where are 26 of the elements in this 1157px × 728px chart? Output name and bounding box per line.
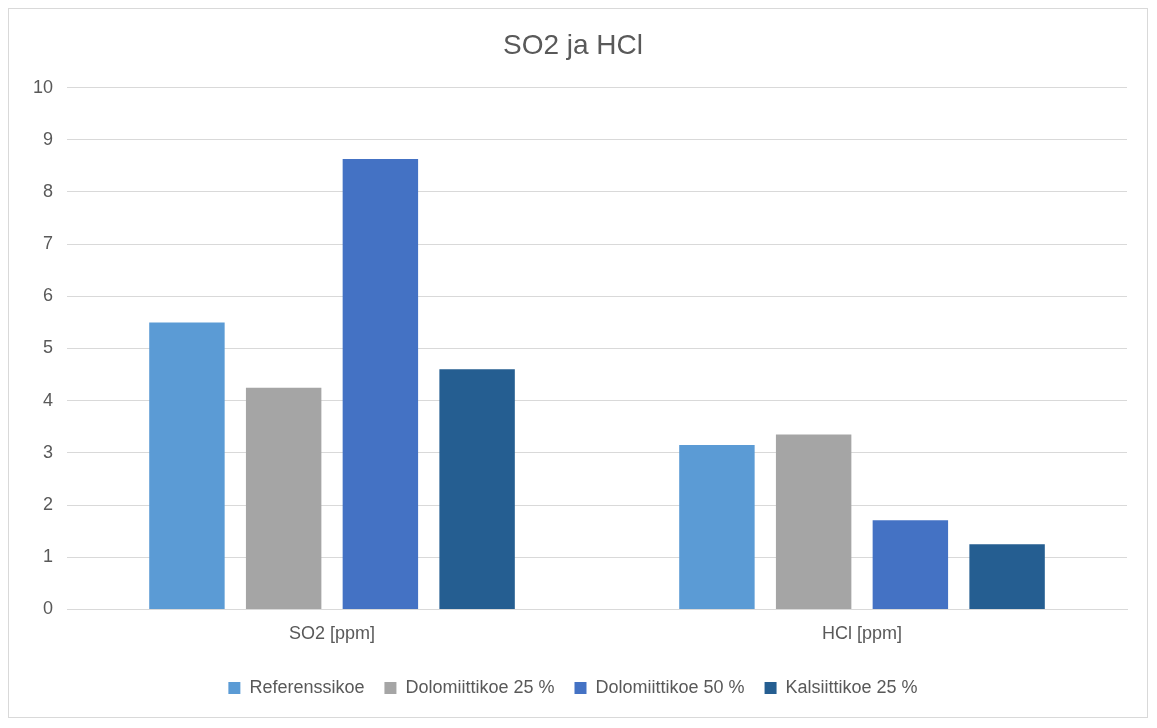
y-tick-label: 10: [32, 76, 54, 97]
chart-title: SO2 ja HCl: [502, 28, 644, 60]
y-tick-label: 0: [43, 598, 54, 619]
bar: [439, 369, 515, 609]
bar: [872, 520, 949, 609]
y-tick-label: 8: [43, 180, 54, 201]
y-tick-label: 3: [43, 441, 54, 462]
y-tick-label: 5: [43, 337, 54, 358]
bar: [969, 544, 1045, 609]
legend-label: Kalsiittikoe 25 %: [785, 676, 918, 697]
bar: [775, 434, 852, 609]
legend-label: Referenssikoe: [249, 676, 365, 697]
x-tick-label: SO2 [ppm]: [288, 623, 376, 644]
y-tick-label: 6: [43, 285, 54, 306]
y-tick-label: 9: [43, 128, 54, 149]
bar: [245, 387, 322, 609]
bar: [679, 445, 755, 609]
legend-label: Dolomiittikoe 50 %: [595, 676, 745, 697]
bar: [149, 322, 225, 609]
y-tick-label: 2: [43, 494, 54, 515]
x-tick-label: HCl [ppm]: [822, 623, 903, 644]
y-tick-label: 4: [43, 389, 54, 410]
bar: [342, 159, 419, 609]
y-tick-label: 7: [43, 233, 54, 254]
y-tick-label: 1: [43, 546, 54, 567]
legend-label: Dolomiittikoe 25 %: [405, 676, 555, 697]
